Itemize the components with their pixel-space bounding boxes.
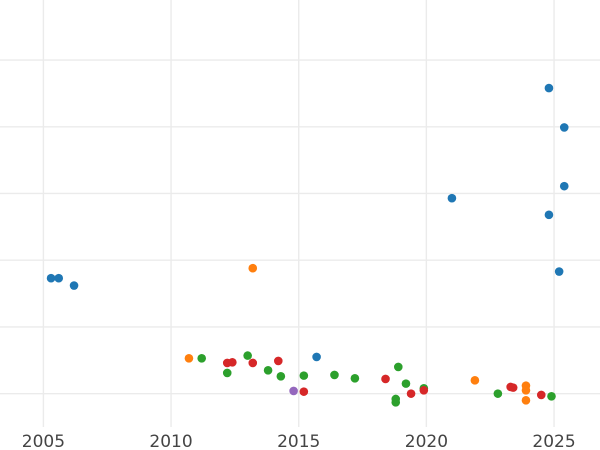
- data-point-series2-13: [493, 389, 503, 398]
- data-point-series0-0: [46, 273, 56, 283]
- data-point-series3-1: [228, 357, 237, 367]
- data-point-series0-7: [559, 181, 569, 191]
- data-points: [46, 83, 569, 407]
- data-point-series0-4: [447, 193, 457, 203]
- x-tick-label-2020: 2020: [405, 432, 448, 450]
- data-point-series1-2: [470, 375, 480, 385]
- data-point-series2-1: [222, 368, 232, 378]
- data-point-series3-9: [508, 383, 518, 392]
- data-point-series2-12: [391, 394, 401, 404]
- data-point-series2-4: [276, 371, 286, 381]
- x-tick-label-2010: 2010: [149, 432, 192, 450]
- data-point-series1-5: [521, 396, 531, 405]
- data-point-series3-3: [273, 356, 283, 366]
- x-tick-label-2025: 2025: [532, 432, 575, 450]
- x-tick-label-2005: 2005: [22, 432, 65, 450]
- vertical-gridlines: [42, 0, 555, 427]
- x-tick-label-2015: 2015: [277, 432, 320, 450]
- data-point-series4-0: [289, 386, 298, 396]
- x-tick-labels: 2005 2010 2015 2020 2025: [22, 432, 576, 450]
- data-point-series0-1: [54, 273, 64, 283]
- data-point-series3-4: [299, 387, 309, 396]
- data-point-series1-0: [184, 353, 194, 363]
- data-point-series0-9: [554, 267, 564, 276]
- data-point-series0-6: [559, 123, 569, 132]
- data-point-series2-7: [350, 373, 360, 383]
- data-point-series1-1: [248, 263, 258, 273]
- data-point-series2-8: [393, 362, 403, 372]
- data-point-series3-5: [381, 374, 390, 384]
- data-point-series3-7: [419, 386, 429, 395]
- data-point-series2-9: [401, 379, 411, 388]
- data-point-series2-3: [263, 365, 273, 375]
- data-point-series2-5: [299, 371, 309, 380]
- data-point-series2-6: [330, 370, 339, 380]
- data-point-series2-0: [197, 353, 207, 363]
- data-point-series1-4: [521, 386, 531, 395]
- data-point-series0-8: [544, 210, 554, 220]
- data-point-series0-3: [312, 352, 321, 362]
- data-point-series3-2: [248, 358, 258, 368]
- data-point-series3-10: [536, 390, 546, 400]
- data-point-series2-2: [243, 351, 252, 360]
- data-point-series0-5: [544, 83, 554, 93]
- data-point-series2-14: [547, 392, 556, 401]
- data-point-series3-6: [406, 389, 416, 398]
- data-point-series0-2: [69, 281, 79, 290]
- horizontal-gridlines: [0, 59, 600, 395]
